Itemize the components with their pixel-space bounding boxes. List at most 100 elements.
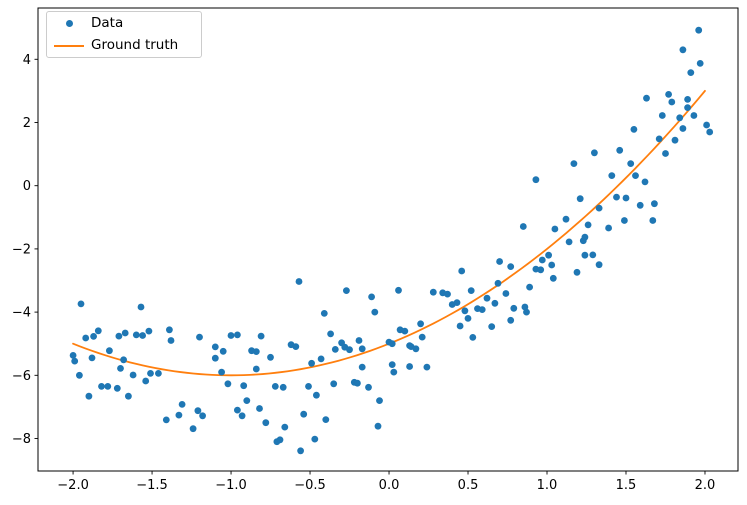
y-tick-label: −6	[12, 369, 31, 384]
data-point	[199, 412, 207, 420]
data-point	[218, 368, 226, 376]
data-point	[456, 322, 464, 330]
data-point	[521, 303, 529, 311]
data-point	[595, 261, 603, 269]
data-point	[155, 370, 162, 377]
data-point	[562, 215, 570, 223]
data-point	[388, 340, 396, 348]
data-point	[252, 348, 260, 355]
data-point	[507, 316, 515, 324]
data-point	[137, 303, 145, 311]
data-point	[106, 347, 113, 355]
data-point	[238, 412, 246, 420]
data-point	[227, 332, 235, 339]
legend-label-ground-truth: Ground truth	[91, 37, 179, 53]
y-tick-label: 2	[23, 116, 31, 131]
data-point	[194, 407, 202, 415]
data-point	[551, 225, 559, 233]
data-point	[502, 290, 510, 297]
data-point	[234, 331, 241, 339]
x-tick-label: 2.0	[695, 478, 716, 493]
data-point	[376, 397, 383, 404]
data-point	[613, 193, 620, 201]
y-tick-label: 4	[23, 53, 31, 68]
data-point	[423, 363, 431, 371]
data-point	[113, 384, 121, 392]
plot-border	[37, 7, 739, 472]
data-point	[308, 359, 315, 367]
data-point	[643, 94, 650, 102]
legend: Data Ground truth	[46, 11, 202, 58]
data-point	[570, 160, 578, 168]
y-tick-label: −2	[12, 242, 31, 257]
data-point	[461, 307, 469, 315]
y-tick-label: −4	[12, 306, 31, 321]
data-point	[581, 233, 589, 241]
data-point	[412, 345, 420, 353]
data-point	[330, 380, 338, 388]
data-point	[467, 287, 475, 294]
data-point	[189, 425, 197, 433]
data-point	[395, 286, 402, 294]
data-point	[581, 251, 589, 259]
data-point	[88, 354, 96, 362]
data-point	[706, 128, 714, 136]
data-point	[313, 391, 320, 399]
data-point	[76, 371, 83, 379]
data-point	[354, 379, 361, 387]
data-point	[537, 266, 545, 274]
data-point	[257, 332, 265, 340]
x-tick-label: 0.5	[458, 478, 479, 493]
data-point	[295, 278, 303, 285]
data-point	[365, 383, 372, 391]
data-point	[211, 354, 219, 362]
data-point	[104, 383, 112, 390]
data-point	[346, 346, 353, 354]
data-point	[196, 333, 203, 341]
data-point	[281, 423, 289, 431]
data-point	[532, 176, 540, 184]
x-tick-label: 1.5	[616, 478, 637, 493]
data-point	[494, 279, 502, 287]
data-point	[331, 346, 339, 353]
data-point	[690, 112, 698, 119]
legend-marker-cell	[47, 20, 91, 27]
data-point	[124, 392, 132, 400]
legend-marker-cell	[47, 44, 91, 47]
legend-label-data: Data	[91, 15, 124, 31]
data-point	[519, 223, 527, 230]
data-point	[292, 343, 300, 350]
data-point	[85, 392, 93, 400]
data-point	[142, 377, 150, 385]
data-point	[548, 261, 556, 269]
data-point	[565, 238, 573, 246]
data-point	[252, 365, 260, 373]
data-point	[636, 201, 644, 209]
data-point	[262, 419, 270, 427]
data-point	[147, 370, 154, 377]
data-point	[355, 337, 363, 344]
data-point	[488, 323, 496, 330]
data-point	[374, 422, 382, 430]
data-point	[276, 436, 284, 444]
data-point	[679, 125, 687, 132]
data-point	[658, 112, 666, 119]
data-point	[695, 26, 703, 34]
data-point	[178, 401, 186, 408]
data-point	[90, 333, 97, 340]
data-point	[322, 416, 330, 423]
data-point	[621, 217, 628, 224]
data-point	[317, 355, 325, 363]
data-point	[297, 447, 304, 455]
data-point	[401, 327, 409, 335]
legend-item-data: Data	[47, 14, 201, 33]
data-point	[573, 268, 581, 276]
data-point	[256, 405, 263, 412]
data-point	[651, 200, 658, 208]
data-point	[175, 411, 183, 419]
data-point	[121, 329, 129, 337]
data-point	[665, 91, 672, 98]
data-point	[77, 300, 85, 308]
data-point	[684, 96, 691, 103]
data-point	[671, 136, 679, 144]
